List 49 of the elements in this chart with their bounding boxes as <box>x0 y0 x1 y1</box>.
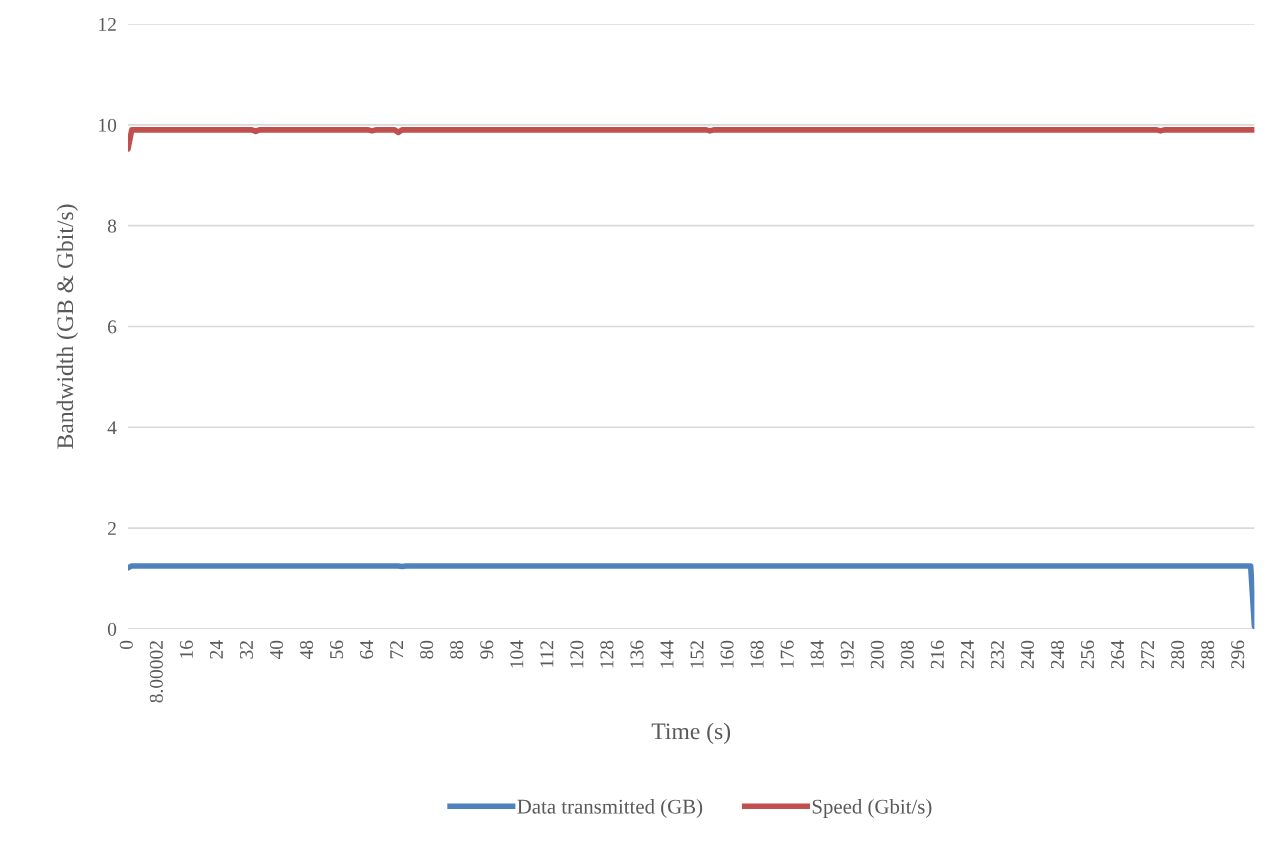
x-tick-label: 168 <box>750 640 764 668</box>
y-tick-label: 10 <box>99 118 117 132</box>
x-tick-label: 272 <box>1141 641 1154 669</box>
x-tick-label: 136 <box>630 640 644 668</box>
x-tick-label: 264 <box>1111 640 1125 669</box>
x-tick-label: 120 <box>570 640 584 668</box>
x-tick-label: 248 <box>1050 640 1065 669</box>
x-tick-label: 24 <box>209 640 223 659</box>
x-tick-label: 216 <box>930 640 944 669</box>
x-tick-label: 184 <box>810 640 824 668</box>
x-tick-label: 144 <box>660 640 674 668</box>
x-tick-label: 32 <box>239 641 254 659</box>
x-tick-label: 16 <box>179 640 193 658</box>
x-tick-label: 104 <box>510 640 524 668</box>
x-tick-label: 128 <box>600 640 614 668</box>
x-tick-label: 224 <box>960 640 974 669</box>
legend-label: Speed (Gbit/s) <box>812 799 932 818</box>
y-tick-label: 2 <box>108 521 116 535</box>
x-tick-label: 48 <box>299 640 314 660</box>
x-axis-title: Time (s) <box>651 722 731 745</box>
x-tick-label: 96 <box>480 640 494 659</box>
x-tick-label: 56 <box>330 640 344 659</box>
y-tick-label: 12 <box>99 17 116 31</box>
x-tick-label: 200 <box>870 640 884 669</box>
x-tick-label: 80 <box>420 640 434 659</box>
y-tick-label: 4 <box>107 421 117 435</box>
y-tick-label: 8 <box>107 219 117 233</box>
x-tick-label: 288 <box>1201 640 1215 669</box>
x-tick-label: 152 <box>690 641 704 668</box>
x-tick-label: 112 <box>540 641 554 667</box>
x-tick-label: 8.00002 <box>149 641 163 703</box>
y-axis-title: Bandwidth (GB & Gbit/s) <box>56 204 78 449</box>
y-tick-label: 0 <box>107 622 117 636</box>
x-tick-label: 208 <box>900 640 914 669</box>
x-tick-label: 240 <box>1020 640 1034 669</box>
x-tick-label: 232 <box>990 641 1004 669</box>
x-tick-label: 0 <box>119 640 133 650</box>
y-tick-label: 6 <box>108 320 117 334</box>
legend-label: Data transmitted (GB) <box>517 799 703 818</box>
x-tick-label: 40 <box>269 640 284 660</box>
x-tick-label: 88 <box>450 640 464 659</box>
x-tick-label: 296 <box>1231 640 1245 669</box>
x-tick-label: 72 <box>390 641 404 659</box>
x-tick-label: 64 <box>360 640 374 659</box>
x-tick-label: 192 <box>840 641 854 668</box>
x-tick-label: 256 <box>1080 640 1095 669</box>
x-tick-label: 280 <box>1171 640 1185 669</box>
x-tick-label: 176 <box>780 640 794 668</box>
x-tick-label: 160 <box>720 640 734 668</box>
